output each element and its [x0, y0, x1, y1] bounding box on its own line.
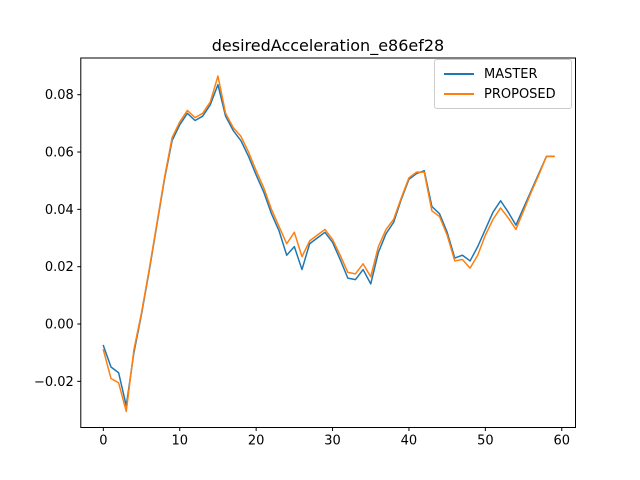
axes-spines [80, 57, 577, 428]
master-series-line [102, 83, 555, 407]
master-line-swatch-icon [444, 73, 474, 75]
chart-title: desiredAcceleration_e86ef28 [212, 36, 444, 56]
legend-label-proposed: PROPOSED [484, 86, 556, 102]
x-tick-label: 20 [248, 434, 265, 449]
legend-box: MASTER PROPOSED [434, 59, 572, 109]
x-tick-label: 0 [99, 434, 107, 449]
x-tick-label: 50 [477, 434, 494, 449]
legend-entry-master: MASTER [444, 64, 563, 84]
x-tick-label: 40 [401, 434, 418, 449]
proposed-line-swatch-icon [444, 93, 474, 95]
y-tick-label: 0.02 [45, 260, 74, 275]
y-tick-label: 0.04 [45, 203, 74, 218]
proposed-series-line [102, 75, 555, 413]
y-tick-label: 0.06 [45, 146, 74, 161]
y-tick-label: 0.00 [45, 318, 74, 333]
series-layer [102, 75, 555, 413]
axes-layer: 0 10 20 30 40 50 60 −0.02 0.00 0.02 0.04 0.06 0.08 [34, 57, 577, 449]
legend-label-master: MASTER [484, 66, 538, 82]
y-tick-label: −0.02 [34, 375, 74, 390]
x-tick-label: 60 [553, 434, 570, 449]
y-tick-label: 0.08 [45, 88, 74, 103]
x-tick-label: 10 [171, 434, 188, 449]
legend-entry-proposed: PROPOSED [444, 84, 563, 104]
x-tick-label: 30 [324, 434, 341, 449]
